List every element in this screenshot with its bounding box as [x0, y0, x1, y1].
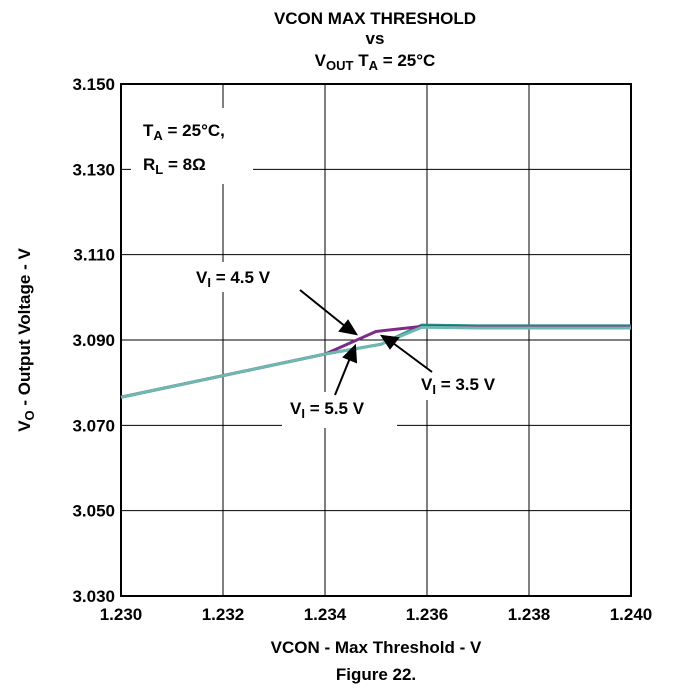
arrow-4-5v-line — [299, 289, 347, 328]
series-lines — [120, 323, 631, 399]
series-label-3-5v: VI = 3.5 V — [421, 375, 496, 397]
series-label-5-5v: VI = 5.5 V — [290, 399, 365, 421]
chart-title-line3: VOUT TA = 25°C — [315, 51, 436, 73]
plot-frame — [120, 83, 632, 597]
series-label-4-5v: VI = 4.5 V — [196, 268, 271, 290]
y-axis-label: VO - Output Voltage - V — [15, 248, 37, 432]
x-tick-labels: 1.230 1.232 1.234 1.236 1.238 1.240 — [100, 605, 653, 624]
conditions-box — [131, 108, 253, 184]
chart-title-line2: vs — [366, 29, 385, 48]
arrow-5-5v-line — [334, 357, 351, 396]
x-tick-label: 1.232 — [202, 605, 245, 624]
arrow-3-5v-line — [392, 342, 433, 373]
arrow-5-5v-head — [342, 343, 358, 364]
y-tick-labels: 3.150 3.130 3.110 3.090 3.070 3.050 3.030 — [72, 75, 115, 606]
condition-rl: RL = 8Ω — [143, 155, 206, 177]
y-tick-label: 3.070 — [72, 416, 115, 435]
label-box-55 — [282, 392, 397, 428]
x-tick-label: 1.234 — [304, 605, 347, 624]
x-axis-label: VCON - Max Threshold - V — [271, 638, 482, 657]
y-tick-label: 3.110 — [73, 246, 115, 265]
label-box-35 — [410, 368, 522, 400]
y-tick-label: 3.150 — [72, 75, 115, 94]
series-line-1 — [120, 324, 631, 399]
x-tick-label: 1.236 — [406, 605, 449, 624]
y-tick-label: 3.050 — [72, 502, 115, 521]
series-line-0 — [120, 323, 631, 399]
x-tick-label: 1.240 — [610, 605, 653, 624]
y-tick-label: 3.090 — [72, 331, 115, 350]
condition-ta: TA = 25°C, — [143, 121, 225, 143]
series-line-2 — [120, 325, 631, 399]
y-tick-label: 3.030 — [72, 587, 115, 606]
arrow-4-5v-head — [338, 319, 359, 336]
label-box-45 — [189, 262, 311, 292]
chart-title-line1: VCON MAX THRESHOLD — [274, 9, 476, 28]
annotation-arrows — [299, 289, 433, 396]
y-tick-label: 3.130 — [72, 160, 115, 179]
arrow-3-5v-head — [379, 334, 400, 350]
figure-caption: Figure 22. — [336, 665, 416, 684]
x-tick-label: 1.238 — [508, 605, 551, 624]
x-tick-label: 1.230 — [100, 605, 143, 624]
